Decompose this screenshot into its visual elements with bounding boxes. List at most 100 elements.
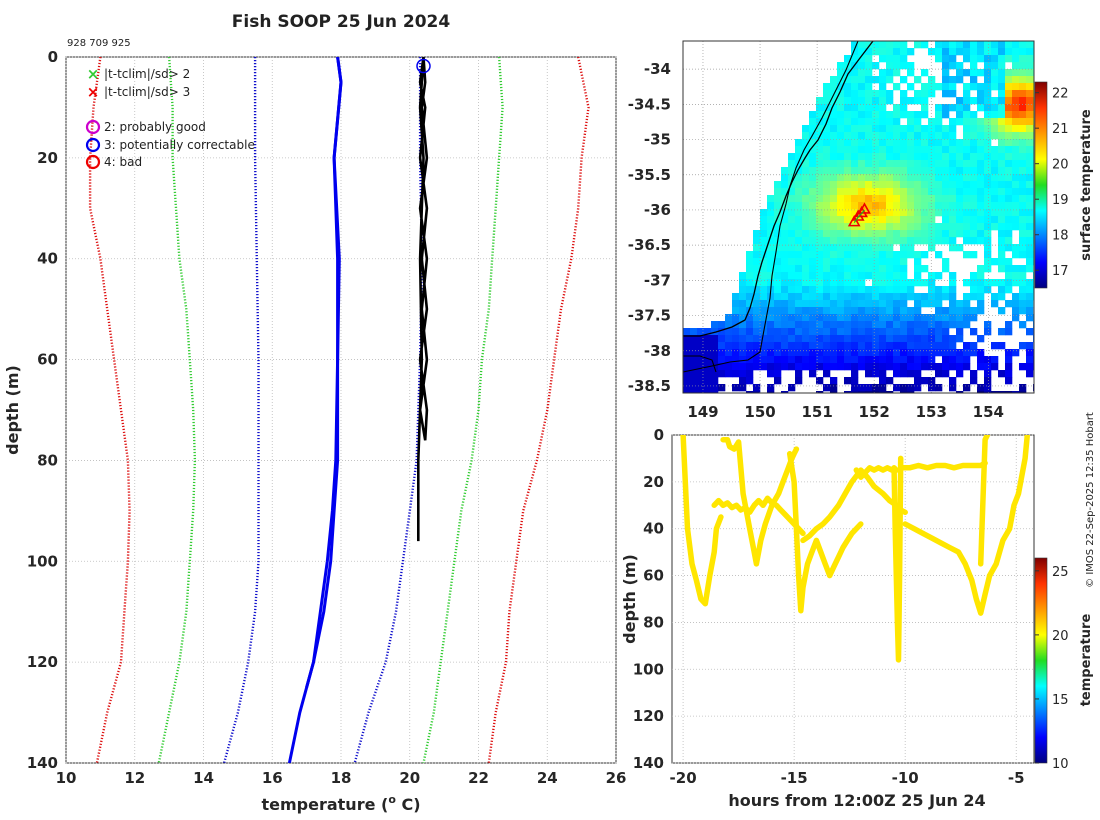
sst-cell (949, 41, 957, 49)
sst-cell (1012, 314, 1020, 322)
sst-cell (886, 111, 894, 119)
map-lon-tick-label: 154 (973, 403, 1004, 421)
sst-cell (942, 293, 950, 301)
sst-cell (851, 97, 859, 105)
sst-cell (830, 118, 838, 126)
sst-cell (907, 370, 915, 378)
sst-cell (774, 377, 782, 385)
sst-cell (1005, 160, 1013, 168)
sst-cell (998, 48, 1006, 56)
sst-cell (963, 363, 971, 371)
sst-cell (1019, 279, 1027, 287)
map-lat-tick-label: -37.5 (628, 307, 671, 325)
sst-cell (1026, 111, 1034, 119)
sst-cell (697, 370, 705, 378)
sst-cell (900, 90, 908, 98)
sst-cell (844, 90, 852, 98)
sst-cell (914, 167, 922, 175)
sst-cell (1026, 216, 1034, 224)
sst-cell (977, 363, 985, 371)
sst-cell (872, 349, 880, 357)
sst-cell (956, 174, 964, 182)
sst-cell (788, 314, 796, 322)
sst-cell (760, 307, 768, 315)
sst-cell (893, 55, 901, 63)
sst-cell (844, 216, 852, 224)
sst-cell (1005, 48, 1013, 56)
sst-cell (851, 384, 859, 392)
sst-cell (774, 314, 782, 322)
sst-cell (984, 118, 992, 126)
sst-cell (1012, 125, 1020, 133)
sst-cell (802, 265, 810, 273)
section-y-tick-label: 120 (633, 707, 664, 725)
sst-cell (851, 76, 859, 84)
section-x-tick-label: -10 (892, 769, 919, 787)
sst-cell (893, 216, 901, 224)
sst-cell (795, 223, 803, 231)
sst-cell (858, 202, 866, 210)
sst-cell (767, 349, 775, 357)
figure-title: Fish SOOP 25 Jun 2024 (232, 12, 451, 32)
sst-cell (1019, 286, 1027, 294)
sst-cell (977, 118, 985, 126)
sst-cell (781, 279, 789, 287)
sst-cell (739, 356, 747, 364)
sst-cell (935, 167, 943, 175)
sst-cell (809, 181, 817, 189)
sst-cell (809, 279, 817, 287)
sst-cell (788, 349, 796, 357)
sst-cell (984, 363, 992, 371)
sst-cell (928, 83, 936, 91)
sst-cell (921, 160, 929, 168)
sst-cell (886, 188, 894, 196)
sst-cell (718, 328, 726, 336)
sst-cell (879, 286, 887, 294)
sst-cell (837, 363, 845, 371)
sst-cell (732, 307, 740, 315)
sst-cell (1005, 321, 1013, 329)
sst-cell (809, 321, 817, 329)
sst-cell (984, 209, 992, 217)
sst-cell (844, 391, 852, 393)
sst-cell (851, 139, 859, 147)
sst-cell (858, 48, 866, 56)
sst-cell (774, 216, 782, 224)
sst-cell (830, 356, 838, 364)
profile-x-tick-label: 26 (606, 769, 627, 787)
sst-cell (830, 391, 838, 393)
sst-cell (935, 335, 943, 343)
sst-cell (851, 69, 859, 77)
sst-cell (886, 132, 894, 140)
sst-cell (1019, 125, 1027, 133)
sst-cell (984, 62, 992, 70)
track-triangle-marker (858, 202, 871, 214)
sst-cell (956, 209, 964, 217)
sst-cell (1005, 272, 1013, 280)
sst-cell (970, 342, 978, 350)
sst-cell (900, 139, 908, 147)
sst-cell (928, 237, 936, 245)
map-colorbar-tick-label: 21 (1052, 122, 1069, 137)
sst-cell (865, 167, 873, 175)
sst-cell (928, 181, 936, 189)
sst-cell (991, 181, 999, 189)
sst-cell (697, 356, 705, 364)
sst-cell (858, 314, 866, 322)
sst-cell (942, 48, 950, 56)
sst-cell (865, 125, 873, 133)
sst-cell (816, 363, 824, 371)
sst-cell (886, 391, 894, 393)
sst-cell (907, 83, 915, 91)
sst-cell (991, 202, 999, 210)
sst-cell (907, 335, 915, 343)
sst-cell (1019, 118, 1027, 126)
section-y-tick-label: 80 (643, 613, 664, 631)
sst-cell (928, 328, 936, 336)
sst-cell (788, 328, 796, 336)
sst-cell (900, 62, 908, 70)
profile-y-tick-label: 100 (27, 552, 58, 570)
sst-cell (893, 293, 901, 301)
sst-cell (725, 314, 733, 322)
sst-cell (851, 335, 859, 343)
